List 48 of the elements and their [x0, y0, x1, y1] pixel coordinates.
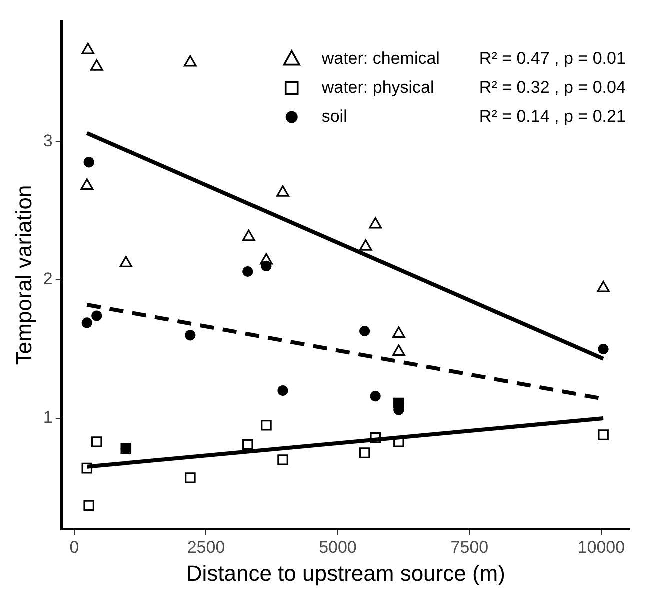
point [84, 157, 94, 168]
legend-label: water: physical [320, 78, 434, 97]
point [184, 55, 197, 67]
point [242, 266, 254, 278]
point [261, 420, 272, 431]
point [597, 281, 610, 292]
x-axis-title: Distance to upstream source (m) [186, 560, 506, 586]
point [185, 472, 196, 484]
point [92, 436, 102, 448]
point [82, 462, 93, 474]
point [392, 326, 406, 338]
point [185, 330, 196, 341]
annotation: R² = 0.32 , p = 0.04 [479, 78, 626, 97]
point [242, 439, 254, 450]
annotation: R² = 0.47 , p = 0.01 [479, 48, 626, 68]
legend-label: soil [322, 106, 348, 126]
point [359, 448, 370, 458]
annotation: R² = 0.14 , p = 0.21 [479, 106, 626, 126]
x-tick-label: 0 [70, 538, 80, 558]
y-tick-label: 3 [43, 131, 53, 150]
point [82, 42, 95, 54]
point [82, 318, 92, 328]
x-tick-label: 2500 [187, 538, 226, 558]
y-tick-label: 2 [43, 270, 53, 289]
point [90, 60, 104, 71]
point [80, 178, 94, 190]
y-tick-label: 1 [43, 408, 53, 428]
x-tick-label: 7500 [450, 538, 489, 558]
point [598, 430, 609, 440]
point [278, 454, 288, 466]
point [260, 253, 273, 265]
point [359, 240, 372, 251]
x-tick-label: 10000 [578, 538, 626, 558]
y-axis-title: Temporal variation [11, 185, 36, 366]
point [370, 432, 381, 444]
point [370, 391, 381, 402]
point [242, 230, 256, 242]
point [369, 217, 382, 229]
point [120, 256, 133, 268]
point [278, 385, 288, 396]
point [392, 344, 406, 356]
point [598, 344, 609, 355]
point [276, 186, 290, 197]
point [84, 500, 94, 512]
point [360, 326, 370, 337]
point [92, 310, 102, 322]
legend-label: water: chemical [320, 48, 440, 68]
x-tick-label: 5000 [319, 538, 357, 558]
